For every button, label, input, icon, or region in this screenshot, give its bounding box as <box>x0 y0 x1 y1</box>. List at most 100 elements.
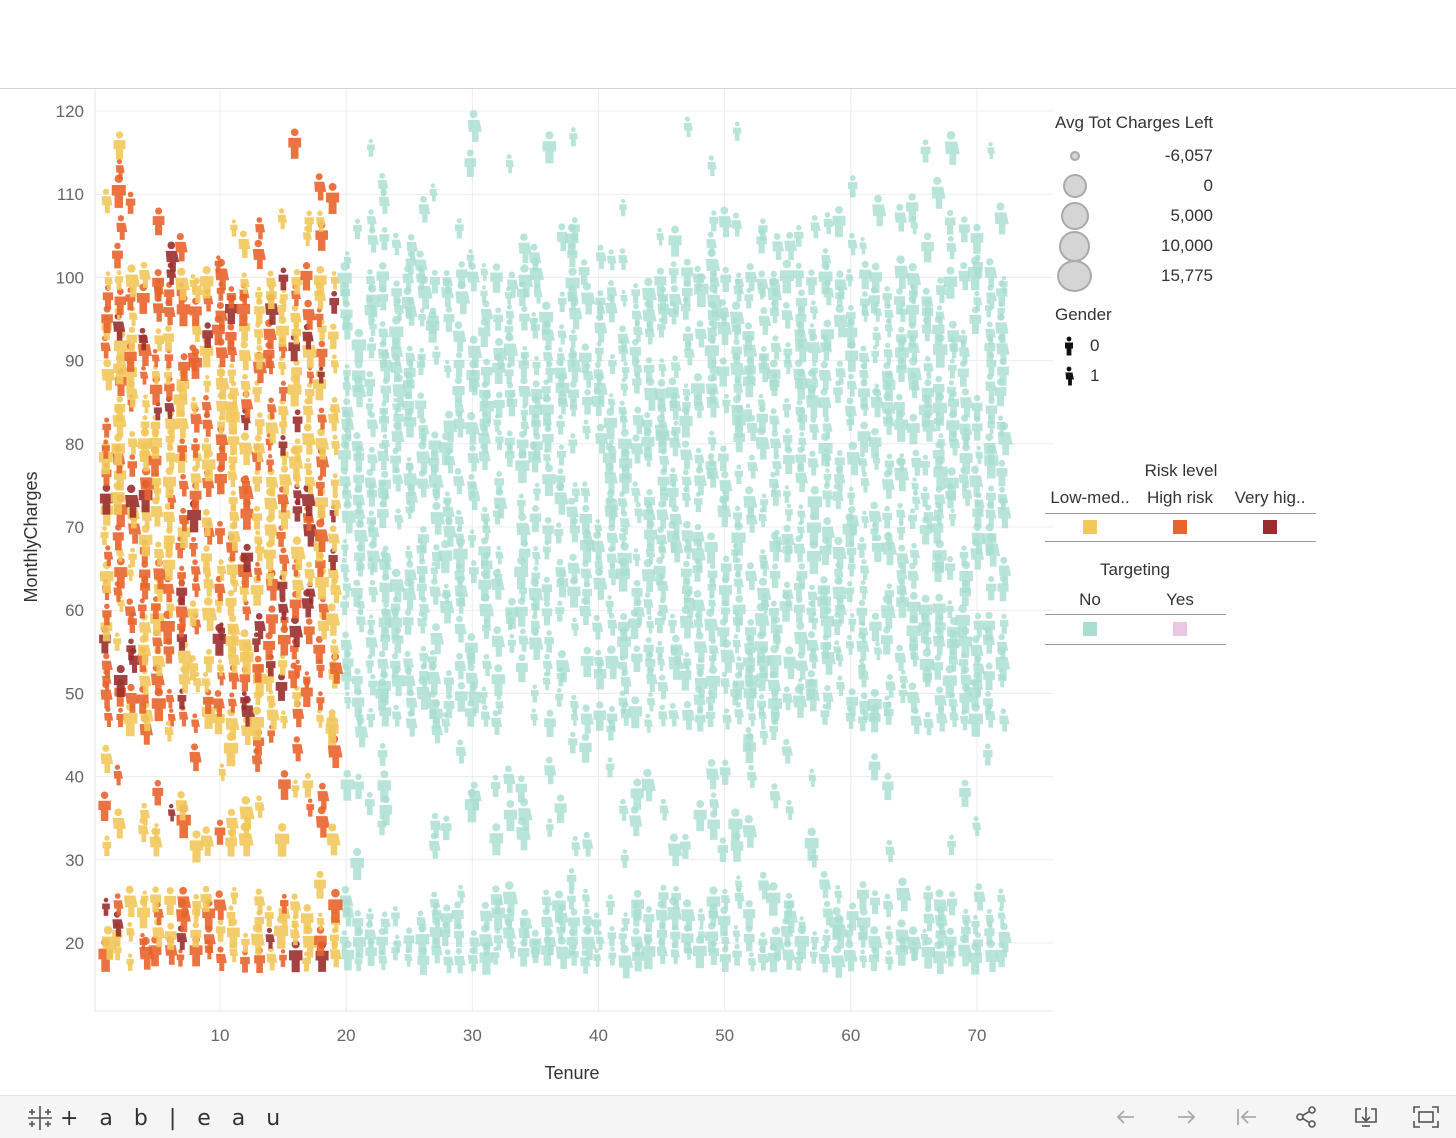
share-button[interactable] <box>1291 1102 1321 1132</box>
customer-mark <box>743 900 756 929</box>
customer-mark <box>783 342 793 364</box>
customer-mark <box>176 949 185 967</box>
customer-mark <box>971 394 983 421</box>
y-tick-label: 50 <box>65 684 84 703</box>
targeting-swatch-no[interactable] <box>1083 622 1097 636</box>
size-legend-item[interactable]: 5,000 <box>1055 201 1213 231</box>
customer-mark <box>417 469 430 498</box>
customer-mark <box>541 379 551 402</box>
customer-mark <box>946 235 957 260</box>
customer-mark <box>178 353 190 381</box>
customer-mark <box>113 632 122 651</box>
risk-swatch-low-med[interactable] <box>1083 520 1097 534</box>
customer-mark <box>116 215 128 240</box>
x-tick-label: 10 <box>211 1026 230 1045</box>
customer-mark <box>339 930 349 951</box>
customer-mark <box>494 568 502 586</box>
customer-mark <box>278 547 290 572</box>
risk-swatch-high[interactable] <box>1173 520 1187 534</box>
targeting-swatch-yes[interactable] <box>1173 622 1187 636</box>
gender-legend-label: 1 <box>1090 366 1100 385</box>
customer-mark <box>505 597 519 629</box>
customer-mark <box>104 706 114 728</box>
customer-mark <box>911 449 923 476</box>
gender-legend-item[interactable]: 0 <box>1055 331 1099 361</box>
customer-mark <box>189 536 198 557</box>
scatter-plot[interactable]: 10 20 30 40 50 60 702030405060708090100110120T… <box>0 89 1456 1095</box>
customer-mark <box>503 800 517 832</box>
customer-mark <box>983 662 995 691</box>
customer-mark <box>717 299 730 326</box>
customer-mark <box>100 526 109 545</box>
customer-mark <box>152 779 164 806</box>
customer-mark <box>419 596 430 621</box>
size-legend-item[interactable]: 10,000 <box>1055 230 1213 262</box>
size-legend-item[interactable]: -6,057 <box>1055 141 1213 171</box>
customer-mark <box>542 464 556 496</box>
customer-mark <box>430 501 445 535</box>
customer-mark <box>365 269 376 291</box>
customer-mark <box>266 946 278 971</box>
customer-mark <box>340 595 349 616</box>
gender-legend-item[interactable]: 1 <box>1055 361 1099 391</box>
customer-mark <box>969 465 984 498</box>
x-tick-label: 40 <box>589 1026 608 1045</box>
undo-button[interactable] <box>1111 1102 1141 1132</box>
tableau-logo[interactable]: + a b | e a u <box>26 1104 287 1132</box>
y-tick-label: 40 <box>65 768 84 787</box>
redo-button[interactable] <box>1171 1102 1201 1132</box>
customer-mark <box>809 417 820 440</box>
customer-mark <box>643 906 655 933</box>
size-legend-title: Avg Tot Charges Left <box>1055 113 1214 132</box>
customer-mark <box>378 321 389 345</box>
customer-mark <box>303 618 315 645</box>
customer-mark <box>529 312 538 331</box>
customer-mark <box>467 444 480 472</box>
customer-mark <box>288 128 302 159</box>
customer-mark <box>644 713 653 733</box>
customer-mark <box>896 877 912 912</box>
customer-mark <box>631 282 641 304</box>
size-legend-label: 10,000 <box>1161 236 1213 255</box>
risk-swatch-very-high[interactable] <box>1263 520 1277 534</box>
customer-mark <box>389 568 405 603</box>
customer-mark <box>856 599 868 626</box>
customer-mark <box>455 682 468 712</box>
customer-mark <box>847 232 858 256</box>
customer-mark <box>376 262 389 292</box>
size-legend-item[interactable]: 0 <box>1055 171 1213 201</box>
customer-mark <box>769 783 781 809</box>
customer-mark <box>277 355 287 376</box>
customer-mark <box>620 849 629 868</box>
customer-mark <box>515 654 528 683</box>
risk-legend: Risk level Low-med.. High risk Very hig.… <box>1045 459 1317 543</box>
fullscreen-button[interactable] <box>1411 1102 1441 1132</box>
customer-mark <box>810 215 821 239</box>
customer-mark <box>429 183 438 202</box>
revert-button[interactable] <box>1231 1102 1261 1132</box>
customer-mark <box>544 630 554 653</box>
customer-mark <box>987 141 995 160</box>
customer-mark <box>717 906 731 937</box>
customer-mark <box>544 709 556 738</box>
customer-mark <box>455 739 467 764</box>
customer-mark <box>520 404 529 422</box>
customer-mark <box>944 131 960 165</box>
risk-legend-label: Low-med.. <box>1050 488 1130 507</box>
customer-mark <box>150 886 162 913</box>
customer-mark <box>997 486 1009 511</box>
customer-mark <box>327 323 339 350</box>
customer-mark <box>452 321 467 352</box>
customer-mark <box>316 340 328 367</box>
customer-mark <box>657 674 669 700</box>
download-button[interactable] <box>1351 1102 1381 1132</box>
customer-mark <box>581 282 596 315</box>
customer-mark <box>215 520 225 545</box>
customer-mark <box>254 888 266 914</box>
customer-mark <box>315 806 330 838</box>
customer-mark <box>568 908 580 937</box>
size-legend-item[interactable]: 15,775 <box>1055 260 1213 292</box>
customer-mark <box>353 218 362 240</box>
customer-mark <box>353 773 364 800</box>
share-icon <box>1296 1106 1316 1128</box>
